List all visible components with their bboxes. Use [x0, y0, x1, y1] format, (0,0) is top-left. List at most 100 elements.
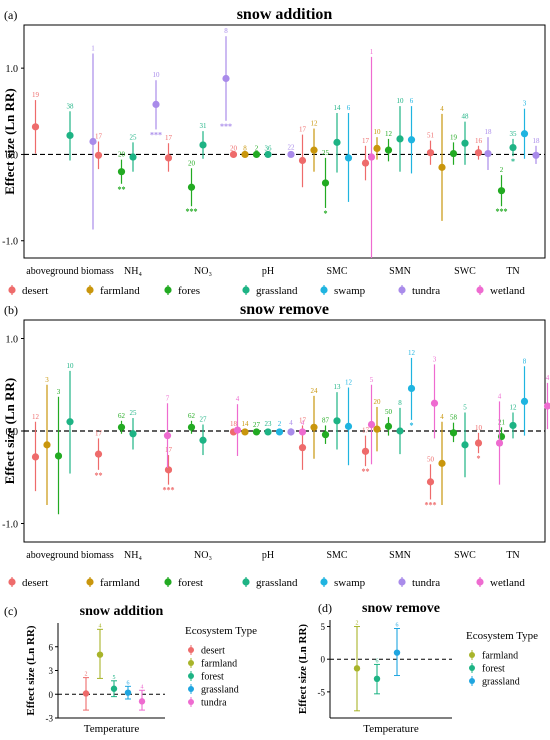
legend-label: forest [482, 664, 505, 675]
sample-size-label: 4 [289, 419, 293, 427]
sample-size-label: 1 [370, 48, 374, 56]
x-category-label: NH₄ [124, 550, 142, 561]
y-tick-label: 6 [49, 642, 54, 652]
x-category-label: SMN [389, 550, 411, 561]
data-point [367, 420, 376, 429]
sample-size-label: 17 [95, 429, 103, 437]
x-category-label: TN [506, 266, 519, 277]
data-point [497, 187, 506, 195]
sample-size-label: 4 [236, 395, 240, 403]
data-point [509, 143, 517, 152]
sample-size-label: 19 [450, 133, 458, 141]
sample-size-label: 6 [347, 104, 351, 112]
sample-size-label: 10 [374, 128, 382, 136]
data-point [233, 426, 242, 434]
sample-size-label: 17 [95, 133, 103, 141]
x-category-label: SWC [454, 266, 476, 277]
y-tick-label: 3 [49, 666, 54, 676]
sample-size-label: 13 [334, 383, 342, 391]
data-point [384, 146, 393, 154]
sample-size-label: 2 [356, 621, 359, 627]
data-point [333, 417, 341, 425]
sample-size-label: 10 [67, 362, 75, 370]
sample-size-label: 14 [242, 420, 250, 428]
data-point [124, 689, 132, 696]
sample-size-label: 8 [243, 145, 247, 153]
sample-size-label: 4 [301, 419, 305, 427]
legend-swatch-point [86, 578, 94, 586]
data-point [333, 138, 341, 146]
legend-swatch-point [188, 647, 194, 653]
significance-label: * [410, 421, 414, 430]
data-point [344, 422, 353, 430]
legend-label: swamp [334, 285, 366, 297]
data-point [89, 137, 97, 146]
data-point [373, 425, 381, 433]
data-point [117, 168, 126, 176]
significance-label: *** [220, 122, 232, 131]
x-category-label: NH₄ [124, 266, 142, 277]
data-point [361, 159, 370, 167]
legend-label: forest [201, 672, 224, 683]
data-point [426, 149, 435, 157]
legend-label: wetland [490, 285, 525, 297]
legend-swatch-point [164, 286, 172, 294]
sample-size-label: 4 [498, 392, 502, 400]
data-point [229, 150, 238, 159]
panel-label: (b) [4, 303, 18, 317]
sample-size-label: 8 [224, 27, 228, 35]
sample-size-label: 12 [408, 349, 416, 357]
legend-swatch-point [86, 286, 94, 294]
data-point [509, 421, 517, 430]
legend-swatch-point [188, 686, 194, 692]
y-tick-label: -1.0 [2, 520, 18, 531]
data-point [66, 131, 74, 140]
panel-c: (c) snow addition Effect size (Ln RR) Tempe… [4, 604, 257, 735]
sample-size-label: 20 [374, 398, 382, 406]
y-axis-label: Effect size (Ln RR) [297, 624, 309, 714]
sample-size-label: 12 [32, 413, 40, 421]
data-point [393, 649, 401, 656]
legend-label: desert [22, 285, 48, 297]
sample-size-label: 25 [322, 149, 330, 157]
sample-size-label: 18 [533, 137, 541, 145]
x-category-label: NO₃ [194, 550, 212, 561]
sample-size-label: 58 [450, 414, 458, 422]
y-tick-label: -5 [318, 687, 326, 697]
data-point [275, 428, 284, 436]
legend-swatch-point [8, 578, 16, 586]
y-tick-label: 0 [321, 655, 326, 665]
sample-size-label: 3 [57, 388, 61, 396]
legend-swatch-point [320, 578, 328, 586]
data-point [449, 429, 458, 437]
legend-label: farmland [100, 285, 140, 297]
data-point [110, 685, 118, 692]
data-point [353, 665, 361, 672]
sample-size-label: 25 [130, 409, 138, 417]
data-point [82, 690, 90, 697]
sample-size-label: 5 [113, 675, 116, 681]
legend-label: wetland [490, 577, 525, 589]
data-point [94, 450, 103, 458]
data-point [241, 150, 249, 159]
data-point [187, 423, 196, 431]
sample-size-label: 25 [130, 133, 138, 141]
sample-size-label: 17 [165, 446, 173, 454]
significance-label: * [477, 454, 481, 463]
sample-size-label: 18 [485, 128, 493, 136]
legend-swatch-point [320, 286, 328, 294]
legend-swatch-point [398, 286, 406, 294]
data-point [367, 153, 376, 161]
data-point [520, 397, 529, 405]
sample-size-label: 36 [265, 145, 273, 153]
sample-size-label: 3 [45, 376, 49, 384]
data-point [344, 154, 353, 162]
sample-size-label: 12 [510, 404, 518, 412]
data-point [222, 74, 230, 83]
sample-size-label: 2 [500, 166, 504, 174]
sample-size-label: 3 [433, 355, 437, 363]
sample-size-label: 18 [230, 420, 238, 428]
sample-size-label: 12 [385, 130, 393, 138]
sample-size-label: 8 [398, 399, 402, 407]
